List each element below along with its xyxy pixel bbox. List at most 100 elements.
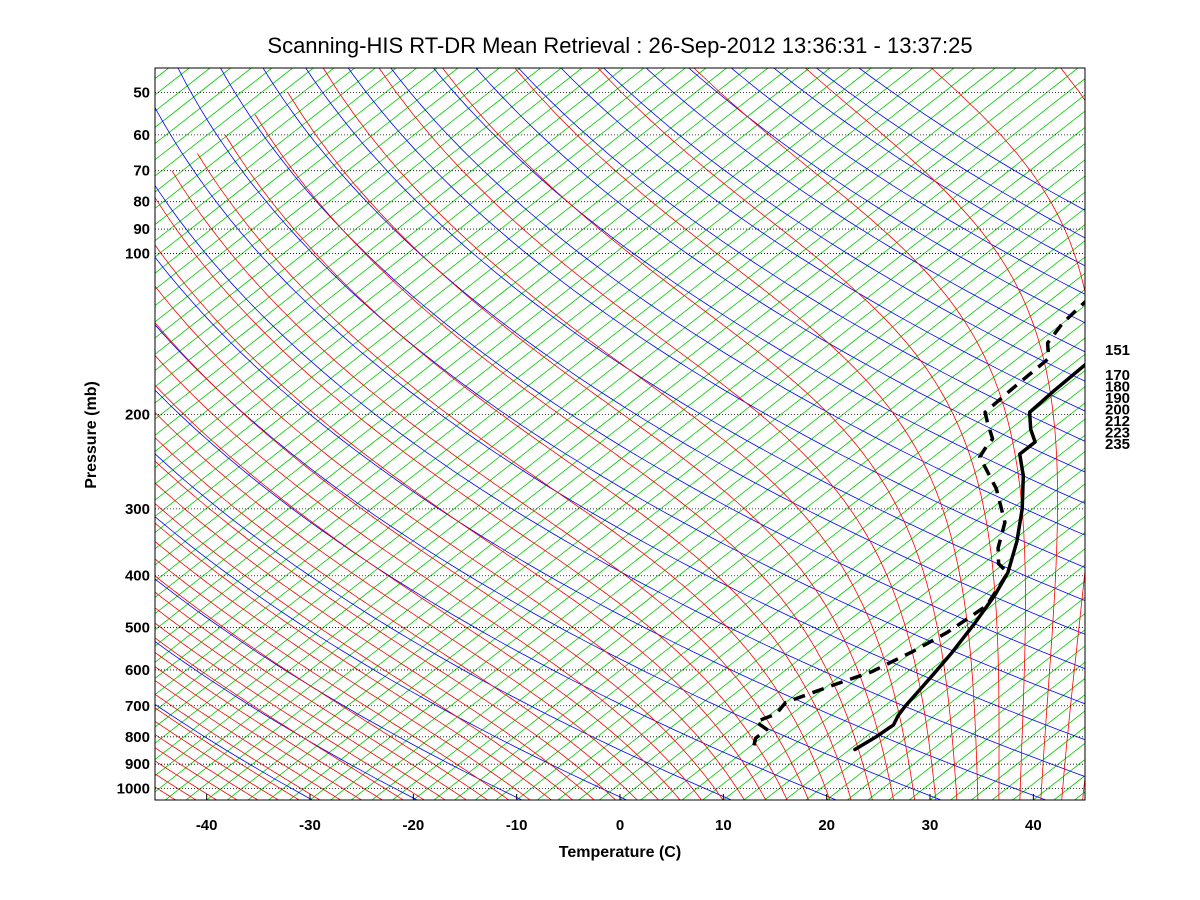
- isotherm-line: [392, 256, 1085, 800]
- y-tick-label: 500: [125, 620, 150, 637]
- dry-adiabat-line: [603, 68, 1085, 382]
- dry-adiabat-line: [858, 68, 1085, 211]
- isotherm-line: [991, 726, 1085, 800]
- y-tick-label: 600: [125, 662, 150, 679]
- isotherm-line: [155, 68, 500, 339]
- isotherm-line: [867, 629, 1085, 800]
- moist-adiabat-line: [155, 607, 447, 800]
- isotherm-line: [640, 450, 1085, 800]
- temperature-profile-line: [853, 362, 1085, 752]
- isotherm-line: [155, 68, 810, 582]
- right-label: 212: [1105, 413, 1130, 430]
- dry-adiabat-line: [177, 68, 1085, 705]
- moist-adiabat-line: [155, 354, 702, 800]
- isotherm-line: [847, 613, 1085, 800]
- moist-adiabat-line: [171, 170, 809, 800]
- y-tick-label: 200: [125, 407, 150, 424]
- isotherm-line: [888, 645, 1085, 800]
- right-label: 200: [1105, 402, 1130, 419]
- x-tick-label: 0: [616, 817, 624, 834]
- y-tick-label: 80: [133, 194, 150, 211]
- y-tick-label: 90: [133, 221, 150, 238]
- x-axis-label: Temperature (C): [559, 844, 681, 861]
- isotherm-line: [155, 68, 541, 371]
- dry-adiabat-line: [433, 68, 1085, 504]
- moist-adiabat-line: [155, 503, 574, 800]
- isotherm-line: [971, 710, 1085, 800]
- right-label: 235: [1105, 436, 1130, 453]
- isotherm-line: [950, 694, 1085, 800]
- isotherm-line: [155, 68, 603, 420]
- isotherm-line: [743, 532, 1085, 800]
- x-tick-label: 40: [1025, 817, 1042, 834]
- dry-adiabat-line: [645, 68, 1085, 353]
- moist-adiabat-line: [155, 384, 681, 800]
- y-axis-label: Pressure (mb): [83, 381, 100, 489]
- dry-adiabat-line: [155, 578, 523, 800]
- isotherm-line: [227, 126, 1085, 800]
- moist-adiabat-line: [155, 707, 300, 800]
- isotherm-line: [475, 321, 1085, 800]
- isotherm-line: [578, 402, 1085, 800]
- isotherm-line: [155, 68, 831, 598]
- isotherm-line: [681, 483, 1085, 800]
- moist-adiabat-line: [155, 411, 660, 800]
- isotherm-line: [537, 369, 1085, 800]
- dry-adiabat-line: [560, 68, 1085, 412]
- dry-adiabat-line: [155, 453, 732, 800]
- isotherm-line: [599, 418, 1085, 800]
- isotherm-line: [155, 68, 727, 517]
- isotherm-line: [155, 68, 479, 323]
- isotherm-line: [155, 68, 975, 712]
- dry-adiabat-line: [305, 68, 1085, 602]
- isotherm-line: [454, 305, 1085, 800]
- right-label: 180: [1105, 379, 1130, 396]
- chart-title: Scanning-HIS RT-DR Mean Retrieval : 26-S…: [267, 33, 972, 58]
- moist-adiabat-line: [287, 92, 894, 800]
- moist-adiabat-line: [804, 68, 1058, 800]
- isotherm-line: [309, 191, 1085, 800]
- moist-adiabat-line: [155, 693, 321, 800]
- isotherm-line: [155, 68, 521, 355]
- isotherm-line: [155, 68, 417, 274]
- y-tick-label: 60: [133, 127, 150, 144]
- moist-adiabat-line: [155, 760, 218, 800]
- right-label: 170: [1105, 367, 1130, 384]
- moist-adiabat-line: [155, 666, 363, 800]
- isotherm-line: [155, 68, 1079, 793]
- x-tick-label: -20: [402, 817, 424, 834]
- y-tick-label: 100: [125, 246, 150, 263]
- moist-adiabat-line: [155, 522, 553, 800]
- moist-adiabat-line: [597, 68, 1000, 800]
- isotherm-line: [764, 548, 1085, 800]
- moist-adiabat-line: [155, 773, 197, 800]
- isotherm-line: [155, 68, 459, 307]
- isotherm-line: [155, 68, 789, 566]
- isotherm-line: [619, 434, 1085, 800]
- moist-adiabat-line: [155, 680, 342, 800]
- dry-adiabat-line: [773, 68, 1085, 267]
- isotherm-line: [785, 564, 1085, 800]
- isotherm-line: [155, 68, 624, 436]
- moist-adiabat-line: [155, 651, 384, 800]
- isotherm-line: [155, 68, 748, 534]
- isotherm-line: [723, 515, 1085, 800]
- isotherm-line: [661, 467, 1085, 800]
- moist-adiabat-line: [155, 720, 280, 800]
- isotherm-line: [516, 353, 1085, 800]
- moist-adiabat-line: [155, 482, 595, 800]
- isotherm-line: [155, 68, 1058, 777]
- x-tick-label: 10: [715, 817, 732, 834]
- moist-adiabat-line: [693, 68, 1026, 800]
- dry-adiabat-line: [155, 389, 837, 800]
- isotherm-line: [0, 68, 24, 800]
- dry-adiabat-line: [347, 68, 1085, 568]
- x-tick-label: -40: [196, 817, 218, 834]
- moist-adiabat-line: [155, 786, 177, 800]
- moist-adiabat-line: [155, 322, 724, 800]
- moist-adiabat-line: [155, 558, 510, 800]
- moist-adiabat-line: [155, 196, 788, 800]
- isotherm-line: [909, 661, 1085, 800]
- y-tick-label: 300: [125, 501, 150, 518]
